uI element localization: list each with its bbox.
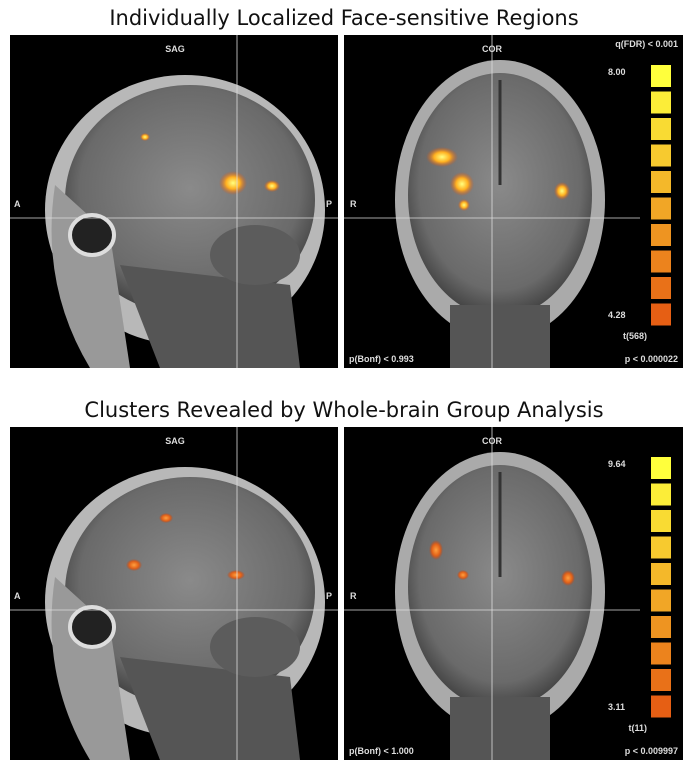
bonferroni-label: p(Bonf) < 1.000 xyxy=(349,746,414,756)
coronal-image xyxy=(344,427,683,760)
neck xyxy=(120,657,300,760)
colorbar-swatch xyxy=(651,118,671,140)
eye xyxy=(68,605,116,649)
colorbar-swatch xyxy=(651,510,671,532)
orientation-label: A xyxy=(14,199,21,209)
brain xyxy=(408,465,592,709)
colorbar-swatch xyxy=(651,695,671,718)
panel-title: Individually Localized Face-sensitive Re… xyxy=(109,6,578,30)
p-value-label: p < 0.009997 xyxy=(625,746,678,756)
activation xyxy=(227,570,245,580)
coronal-image xyxy=(344,35,683,368)
sagittal-image xyxy=(10,427,338,760)
colorbar-swatch xyxy=(651,642,671,665)
activation xyxy=(458,199,470,211)
view-label: COR xyxy=(482,44,503,54)
activation xyxy=(561,570,575,586)
activation xyxy=(219,171,247,195)
colorbar-stat: t(11) xyxy=(628,723,647,733)
view-label: COR xyxy=(482,436,503,446)
colorbar-stat: t(568) xyxy=(623,331,647,341)
colorbar-max: 8.00 xyxy=(608,67,626,77)
colorbar-swatch xyxy=(651,483,671,506)
sagittal-image xyxy=(10,35,338,368)
bonferroni-label: p(Bonf) < 0.993 xyxy=(349,354,414,364)
orientation-label: R xyxy=(350,199,357,209)
colorbar-swatch xyxy=(651,536,671,559)
colorbar-min: 4.28 xyxy=(608,310,626,320)
panel-title: Clusters Revealed by Whole-brain Group A… xyxy=(84,398,603,422)
colorbar-swatch xyxy=(651,457,671,479)
orientation-label: R xyxy=(350,591,357,601)
colorbar-swatch xyxy=(651,563,671,585)
colorbar-swatch xyxy=(651,65,671,87)
colorbar-min: 3.11 xyxy=(608,702,625,712)
colorbar-max: 9.64 xyxy=(608,459,626,469)
threshold-label: q(FDR) < 0.001 xyxy=(615,39,678,49)
cerebellum xyxy=(210,617,300,677)
activation xyxy=(429,540,443,560)
colorbar-swatch xyxy=(651,224,671,246)
colorbar-swatch xyxy=(651,250,671,273)
orientation-label: A xyxy=(14,591,21,601)
orientation-label: P xyxy=(326,199,332,209)
neck xyxy=(450,305,550,368)
brain xyxy=(408,73,592,317)
view-label: SAG xyxy=(165,436,185,446)
colorbar-swatch xyxy=(651,303,671,326)
colorbar-swatch xyxy=(651,197,671,220)
neck xyxy=(120,265,300,368)
orientation-label: P xyxy=(326,591,332,601)
colorbar-swatch xyxy=(651,616,671,638)
activation xyxy=(450,172,474,196)
activation xyxy=(264,180,280,192)
activation xyxy=(554,182,570,200)
colorbar-swatch xyxy=(651,669,671,691)
eye xyxy=(68,213,116,257)
activation xyxy=(126,559,142,571)
activation xyxy=(140,133,150,141)
p-value-label: p < 0.000022 xyxy=(625,354,678,364)
colorbar-swatch xyxy=(651,144,671,167)
cerebellum xyxy=(210,225,300,285)
colorbar-swatch xyxy=(651,91,671,114)
neck xyxy=(450,697,550,760)
view-label: SAG xyxy=(165,44,185,54)
colorbar-swatch xyxy=(651,277,671,299)
colorbar-swatch xyxy=(651,171,671,193)
activation xyxy=(457,570,469,580)
activation xyxy=(159,513,173,523)
activation xyxy=(426,147,458,167)
colorbar-swatch xyxy=(651,589,671,612)
